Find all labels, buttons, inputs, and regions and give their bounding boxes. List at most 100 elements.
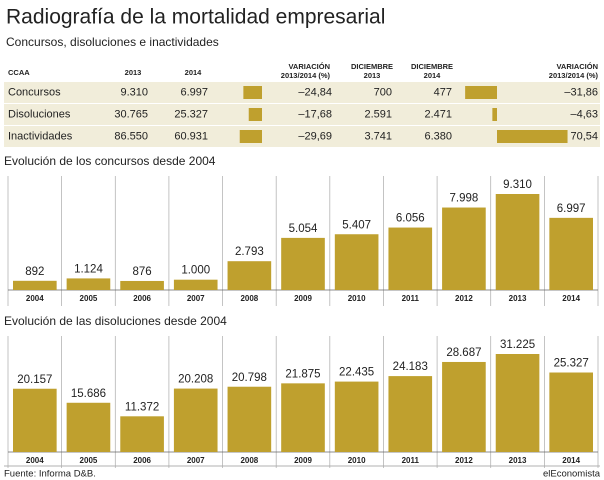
row-label: Concursos [8,86,61,98]
value-label: 15.686 [71,388,106,400]
table-cell: –29,69 [298,130,332,142]
x-tick-label: 2005 [80,294,98,303]
x-tick-label: 2007 [187,456,205,465]
variation-bar [492,108,497,121]
value-label: 1.000 [181,265,210,277]
table-cell: 9.310 [120,86,148,98]
table-header: VARIACIÓN [556,62,598,71]
bar [549,217,593,290]
table-cell: –4,63 [570,108,598,120]
bar [173,279,218,290]
x-tick-label: 2014 [562,456,580,465]
chart-title: Evolución de las disoluciones desde 2004 [4,314,227,328]
bar [388,376,433,452]
x-tick-label: 2010 [348,294,366,303]
table-header: DICIEMBRE [351,62,393,71]
brand: elEconomista [543,469,601,480]
table-cell: –24,84 [298,86,332,98]
x-tick-label: 2004 [26,456,44,465]
x-tick-label: 2014 [562,294,580,303]
table-cell: 60.931 [174,130,208,142]
x-tick-label: 2013 [509,294,527,303]
x-tick-label: 2006 [133,456,151,465]
source: Fuente: Informa D&B. [4,469,96,480]
bar [13,388,57,452]
x-tick-label: 2012 [455,456,473,465]
variation-bar [239,130,262,143]
table-cell: 477 [434,86,452,98]
table-cell: 3.741 [364,130,392,142]
x-tick-label: 2010 [348,456,366,465]
bar [442,361,486,452]
x-tick-label: 2008 [240,456,258,465]
bar [334,234,379,290]
table-cell: 6.380 [424,130,452,142]
bar [227,261,272,290]
chart-title: Evolución de los concursos desde 2004 [4,154,216,168]
x-tick-label: 2009 [294,456,312,465]
table-header: 2013/2014 (%) [281,71,331,80]
value-label: 31.225 [500,339,535,351]
value-label: 7.998 [450,193,479,205]
table-header: 2013 [125,68,142,77]
table-cell: 700 [374,86,392,98]
value-label: 20.798 [232,372,267,384]
value-label: 20.157 [17,374,52,386]
variation-bar [248,108,262,121]
bar [13,280,57,290]
table-cell: 2.471 [424,108,452,120]
table-cell: –17,68 [298,108,332,120]
bar [281,237,325,290]
table-header: DICIEMBRE [411,62,453,71]
value-label: 28.687 [446,347,481,359]
x-tick-label: 2007 [187,294,205,303]
x-tick-label: 2011 [402,294,420,303]
bar [495,194,540,290]
value-label: 876 [132,266,151,278]
row-label: Disoluciones [8,108,71,120]
value-label: 1.124 [74,263,103,275]
value-label: 5.054 [289,223,318,235]
bar [66,278,111,290]
table-header: 2014 [424,71,442,80]
x-tick-label: 2013 [509,456,527,465]
value-label: 9.310 [503,179,532,191]
bar [227,386,272,452]
x-tick-label: 2009 [294,294,312,303]
value-label: 25.327 [554,358,589,370]
table-cell: 6.997 [180,86,208,98]
x-tick-label: 2012 [455,294,473,303]
bar [549,372,593,452]
table-cell: –31,86 [564,86,598,98]
table-header: CCAA [8,68,30,77]
table-header: 2014 [185,68,203,77]
table-header: 2013/2014 (%) [549,71,599,80]
bar [66,402,111,452]
bar [281,383,325,452]
value-label: 2.793 [235,246,264,258]
table-cell: 70,54 [570,130,598,142]
bar [173,388,218,452]
table-cell: 86.550 [114,130,148,142]
table-header: 2013 [364,71,381,80]
x-tick-label: 2004 [26,294,44,303]
value-label: 22.435 [339,367,374,379]
table-header: VARIACIÓN [288,62,330,71]
table-cell: 25.327 [174,108,208,120]
bar [120,416,164,452]
x-tick-label: 2011 [402,456,420,465]
bar [334,381,379,452]
row-band [4,82,600,103]
variation-bar [243,86,262,99]
row-band [4,104,600,125]
variation-bar [465,86,497,99]
value-label: 20.208 [178,374,213,386]
x-tick-label: 2005 [80,456,98,465]
subtitle: Concursos, disoluciones e inactividades [6,35,219,49]
bar [120,280,164,290]
x-tick-label: 2008 [240,294,258,303]
row-label: Inactividades [8,130,73,142]
variation-bar [497,130,568,143]
value-label: 5.407 [342,219,371,231]
